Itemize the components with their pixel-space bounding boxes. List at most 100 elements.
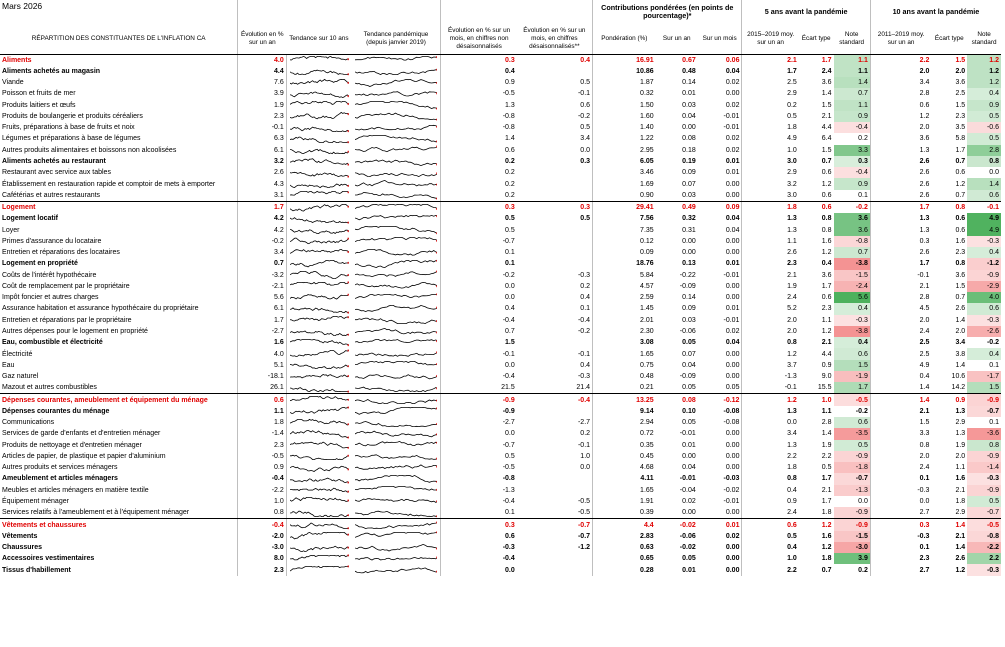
- mom-nsa-value: -0.5: [440, 462, 517, 474]
- 10y-avg-value: 2.2: [869, 54, 932, 66]
- trend-pandemic-sparkline: [352, 247, 441, 258]
- trend-10y-chart: [290, 293, 349, 303]
- contrib-yoy-value: 0.02: [682, 497, 696, 505]
- table-row: Eau, combustible et électricité 1.6 1.5 3.0…: [0, 337, 1001, 349]
- contrib-yoy-value: 0.09: [682, 305, 696, 313]
- trend-10y-sparkline: [285, 122, 352, 134]
- trend-pandemic-chart: [355, 190, 438, 201]
- contrib-mom-value: 0.00: [725, 373, 740, 381]
- 10y-z-value: 2.2: [967, 553, 1001, 565]
- sparkline-path: [355, 557, 438, 560]
- weight-value: 1.50: [592, 99, 656, 111]
- contrib-yoy-value: 0.08: [682, 396, 696, 404]
- table-row: Logement en propriété 0.7 0.1 18.76 0.13 0.01…: [0, 258, 1001, 270]
- contrib-yoy-value: -0.09: [679, 282, 696, 290]
- trend-pandemic-chart: [355, 89, 438, 99]
- sparkline-path: [290, 137, 349, 143]
- 10y-avg-value: 2.8: [869, 88, 932, 100]
- 10y-z-value: 1.5: [967, 382, 1001, 395]
- sparkline-path: [290, 555, 349, 560]
- contrib-mom-value: 0.04: [725, 67, 740, 75]
- yoy-value: -0.4: [237, 473, 287, 485]
- trend-10y-chart: [290, 134, 349, 144]
- trend-10y-sparkline: [285, 405, 352, 417]
- sparkline-last-point: [435, 374, 438, 377]
- 5y-z-value: 3.6: [833, 213, 871, 225]
- trend-10y-chart: [290, 89, 349, 99]
- mom-nsa-value: -0.4: [440, 314, 517, 326]
- sparkline-path: [290, 430, 349, 437]
- table-row: Logement 1.7 0.3 0.3 29.41 0.49 0.09 1.8 0.6 -0.2…: [0, 201, 1001, 214]
- contrib-yoy-value: 0.05: [655, 382, 698, 395]
- trend-10y-sparkline: [285, 507, 352, 520]
- 10y-avg-value: 1.4: [869, 393, 932, 406]
- trend-10y-sparkline: [285, 65, 352, 78]
- sparkline-path: [355, 400, 438, 404]
- trend-pandemic-chart: [355, 68, 438, 76]
- 5y-sd-value: 2.3: [821, 305, 832, 313]
- trend-pandemic-sparkline: [352, 100, 441, 111]
- 10y-avg-value: 2.0: [869, 65, 932, 78]
- weight-value: 2.01: [592, 314, 656, 326]
- sparkline-path: [355, 160, 438, 166]
- trend-10y-sparkline: [285, 77, 352, 89]
- 5y-z-value: -1.5: [833, 269, 871, 281]
- yoy-value: -2.1: [237, 280, 287, 293]
- sparkline-path: [290, 478, 349, 483]
- contrib-mom-value: 0.00: [697, 507, 742, 520]
- weight-value: 3.46: [592, 167, 656, 179]
- trend-10y-chart: [290, 565, 349, 575]
- 5y-z-value: 0.4: [833, 337, 871, 349]
- 10y-z-value: -0.7: [967, 507, 1001, 520]
- sparkline-path: [290, 218, 349, 223]
- contrib-yoy-value: 0.03: [682, 316, 696, 324]
- trend-pandemic-sparkline: [352, 326, 441, 337]
- weight-value: 1.69: [592, 178, 656, 190]
- sparkline-last-point: [435, 531, 438, 534]
- yoy-value: 1.1: [237, 405, 287, 417]
- 10y-sd-value: 10.6: [951, 373, 966, 381]
- trend-pandemic-sparkline: [352, 553, 441, 564]
- weight-value: 0.09: [592, 247, 656, 259]
- yoy-value: 3.4: [237, 247, 287, 259]
- trend-pandemic-sparkline: [352, 167, 441, 178]
- trend-10y-chart: [290, 429, 349, 439]
- mom-sa-value: [517, 553, 593, 564]
- weight-value: 7.56: [592, 213, 656, 225]
- sparkline-last-point: [347, 184, 349, 188]
- contrib-yoy-value: 0.13: [682, 260, 696, 268]
- contrib-yoy-value: 0.05: [682, 555, 696, 563]
- 10y-z-value: 0.4: [967, 88, 1001, 100]
- 5y-z-value: 0.1: [833, 189, 871, 202]
- 5y-sd-value: 1.7: [821, 475, 832, 483]
- sparkline-path: [355, 511, 438, 516]
- 5y-z-value: 0.9: [833, 110, 871, 123]
- weight-value: 1.87: [592, 77, 656, 89]
- table-body: Aliments 4.0 0.3 0.4 16.91 0.67 0.06 2.1 1.7 1.1 2…: [0, 54, 1001, 576]
- trend-10y-sparkline: [285, 258, 352, 270]
- 5y-z-value: -1.5: [833, 530, 871, 542]
- 10y-avg-value: -0.3: [869, 484, 932, 496]
- 5y-avg-value: 1.2: [741, 393, 799, 406]
- trend-pandemic-sparkline: [351, 189, 441, 202]
- table-row: Autres dépenses pour le logement en prop…: [0, 325, 1001, 338]
- trend-10y-chart: [290, 78, 349, 88]
- sparkline-path: [290, 388, 349, 392]
- trend-10y-sparkline: [285, 370, 352, 383]
- sparkline-path: [290, 70, 349, 75]
- 5y-avg-value: 1.8: [741, 462, 799, 474]
- contrib-yoy-value: 0.01: [682, 90, 696, 98]
- sparkline-last-point: [347, 237, 349, 241]
- 10y-sd-value: 1.5: [955, 282, 966, 290]
- sparkline-path: [355, 568, 438, 573]
- row-label: Établissement en restauration rapide et …: [2, 180, 216, 188]
- table-row: Mazout et autres combustibles 26.1 21.5 21.…: [0, 382, 1001, 395]
- 5y-avg-value: -0.1: [741, 382, 799, 395]
- mom-nsa-value: 0.0: [440, 280, 517, 293]
- contrib-yoy-value: 0.07: [682, 180, 696, 188]
- contrib-mom-value: -0.03: [723, 475, 740, 483]
- 10y-z-value: 0.4: [967, 348, 1001, 360]
- 10y-z-value: -0.3: [967, 314, 1001, 326]
- sparkline-last-point: [435, 293, 438, 296]
- sparkline-last-point: [347, 406, 349, 409]
